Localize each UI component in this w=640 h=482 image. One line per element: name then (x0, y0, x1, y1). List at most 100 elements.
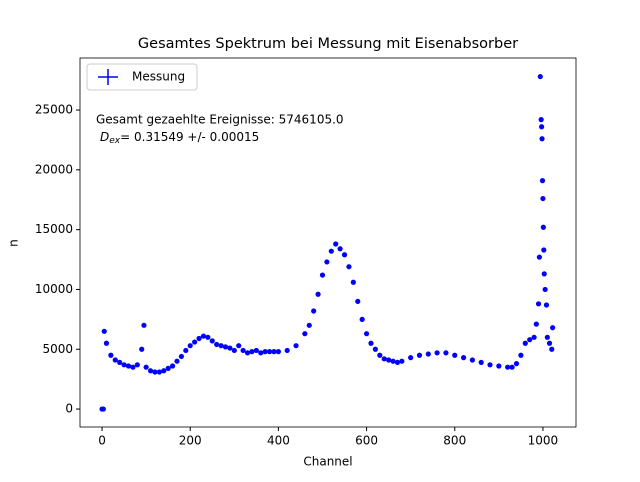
data-point (531, 334, 537, 340)
data-point (231, 347, 237, 354)
data-point (359, 316, 365, 322)
data-point (112, 357, 118, 363)
data-point (533, 321, 539, 327)
data-point (540, 224, 546, 230)
data-point (227, 345, 233, 351)
data-point (377, 352, 383, 358)
data-point (341, 252, 348, 258)
x-axis-label: Channel (303, 455, 352, 469)
y-tick-label: 10000 (35, 282, 73, 296)
y-axis-label: n (7, 239, 21, 247)
data-point (333, 241, 339, 247)
data-point (134, 362, 140, 368)
data-point (399, 358, 405, 364)
data-point (469, 357, 475, 363)
data-point (522, 340, 528, 346)
data-point (537, 73, 543, 80)
annotation: Gesamt gezaehlte Ereignisse: 5746105.0 (96, 113, 344, 127)
data-point (121, 362, 127, 368)
data-point (408, 355, 414, 361)
data-point (311, 308, 317, 314)
data-point (139, 346, 145, 352)
y-tick-label: 20000 (35, 162, 73, 176)
data-point (540, 195, 546, 202)
data-point (315, 291, 321, 297)
data-point (328, 248, 334, 254)
data-point (192, 339, 198, 345)
data-point (355, 298, 361, 305)
data-point (169, 363, 176, 369)
data-point (372, 346, 378, 352)
data-point (319, 272, 326, 278)
data-point (271, 349, 277, 355)
data-point (143, 364, 149, 370)
data-point (346, 264, 352, 270)
data-point (244, 350, 251, 356)
data-point (549, 346, 555, 352)
data-point (130, 364, 136, 370)
data-point (161, 368, 167, 374)
data-point (434, 350, 440, 356)
data-point (487, 362, 493, 368)
x-tick-label: 400 (267, 434, 290, 448)
legend-box (86, 63, 198, 91)
data-point (518, 352, 524, 358)
x-tick-label: 600 (355, 434, 378, 448)
data-point (302, 331, 308, 337)
y-tick-label: 15000 (35, 222, 73, 236)
annotation: Dex= 0.31549 +/- 0.00015 (100, 130, 259, 146)
data-point (539, 124, 545, 130)
data-point (152, 369, 158, 375)
data-point (209, 338, 215, 344)
data-point (443, 350, 449, 356)
data-point (544, 334, 550, 340)
data-point (249, 349, 255, 355)
data-point (425, 351, 431, 357)
data-point (527, 337, 533, 343)
chart-title: Gesamtes Spektrum bei Messung mit Eisena… (138, 36, 518, 52)
data-point (505, 364, 511, 370)
data-point (147, 368, 154, 374)
data-point (174, 358, 180, 364)
data-point (390, 358, 396, 364)
data-point (156, 369, 162, 375)
x-tick-label: 800 (443, 434, 466, 448)
data-point (178, 353, 185, 360)
data-point (539, 136, 545, 142)
data-point (108, 352, 114, 358)
data-point (368, 340, 374, 346)
y-tick-label: 5000 (42, 342, 73, 356)
data-point (381, 356, 387, 362)
data-point (100, 406, 106, 412)
data-point (275, 349, 281, 355)
data-point (214, 341, 220, 348)
data-point (386, 357, 392, 363)
data-point (539, 178, 546, 184)
legend: Messung (86, 63, 198, 91)
data-point (541, 271, 547, 277)
annotation-subscript: ex (109, 136, 121, 146)
x-tick-label: 0 (98, 434, 106, 448)
data-point (416, 352, 423, 358)
data-point (546, 340, 553, 346)
data-point (394, 359, 401, 366)
data-point (542, 286, 548, 293)
y-tick-label: 0 (65, 402, 73, 416)
data-point (509, 364, 515, 370)
legend-label: Messung (132, 70, 185, 84)
data-point (293, 343, 299, 349)
data-point (350, 279, 356, 285)
data-point (513, 361, 520, 367)
data-point (218, 343, 224, 349)
data-point (538, 116, 544, 123)
data-point (236, 343, 242, 349)
data-point (324, 259, 330, 265)
data-point (541, 247, 547, 253)
y-tick-label: 25000 (35, 103, 73, 117)
data-point (478, 359, 484, 366)
data-point (103, 340, 110, 346)
data-point (550, 325, 556, 331)
data-point (266, 349, 273, 355)
data-point (452, 352, 458, 358)
